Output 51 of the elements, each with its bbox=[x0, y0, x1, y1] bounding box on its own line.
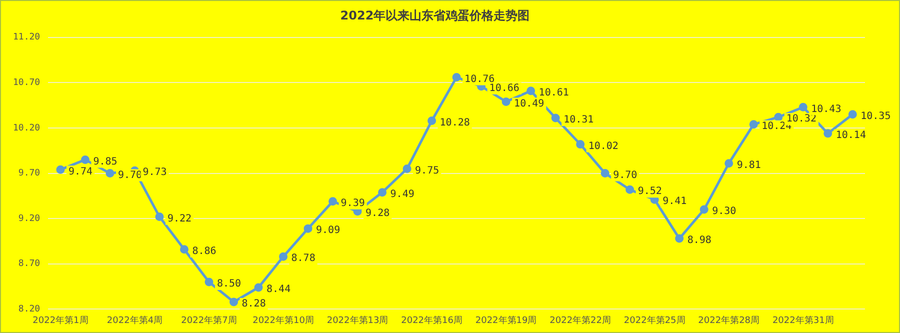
x-tick-label: 2022年第13周 bbox=[326, 314, 388, 326]
data-label: 9.75 bbox=[415, 165, 440, 176]
data-label: 9.28 bbox=[366, 208, 390, 219]
y-tick-label: 9.20 bbox=[18, 214, 40, 224]
y-tick-label: 9.70 bbox=[18, 168, 40, 179]
data-label: 10.61 bbox=[538, 87, 569, 98]
x-tick-label: 2022年第22周 bbox=[550, 314, 611, 326]
data-label: 9.49 bbox=[390, 188, 414, 200]
data-label: 9.70 bbox=[613, 170, 638, 181]
data-label: 9.41 bbox=[662, 196, 687, 208]
x-tick-label: 2022年第28周 bbox=[698, 314, 760, 326]
data-label: 9.52 bbox=[638, 186, 662, 198]
y-tick-label: 8.70 bbox=[18, 259, 40, 270]
x-tick-label: 2022年第1周 bbox=[32, 314, 88, 326]
data-label: 8.50 bbox=[217, 278, 242, 290]
data-label: 10.32 bbox=[786, 114, 816, 125]
data-label: 8.44 bbox=[266, 284, 291, 296]
data-label: 8.98 bbox=[687, 235, 712, 246]
chart-title: 2022年以来山东省鸡蛋价格走势图 bbox=[340, 8, 530, 22]
data-label: 10.28 bbox=[440, 117, 470, 128]
x-tick-label: 2022年第7周 bbox=[181, 314, 237, 326]
x-tick-label: 2022年第19周 bbox=[475, 314, 537, 326]
data-label: 10.14 bbox=[836, 130, 866, 142]
data-label: 10.43 bbox=[811, 104, 842, 115]
y-tick-label: 8.20 bbox=[18, 304, 40, 315]
y-tick-label: 10.70 bbox=[13, 78, 40, 88]
data-label: 9.70 bbox=[118, 170, 142, 181]
data-label: 10.66 bbox=[489, 82, 520, 94]
data-label: 8.28 bbox=[242, 298, 266, 310]
data-label: 10.76 bbox=[464, 74, 495, 85]
data-label: 9.85 bbox=[93, 156, 118, 168]
data-label: 9.73 bbox=[142, 167, 167, 178]
y-tick-label: 11.20 bbox=[13, 32, 40, 43]
data-label: 9.81 bbox=[736, 160, 761, 171]
data-label: 8.78 bbox=[291, 253, 316, 264]
data-label: 10.31 bbox=[564, 114, 594, 126]
x-tick-label: 2022年第10周 bbox=[252, 314, 314, 326]
data-label: 9.30 bbox=[712, 206, 736, 218]
data-label: 10.49 bbox=[514, 98, 544, 110]
data-label: 9.39 bbox=[340, 198, 365, 209]
x-tick-label: 2022年第25周 bbox=[624, 314, 686, 326]
x-tick-label: 2022年第31周 bbox=[772, 314, 834, 326]
x-tick-label: 2022年第4周 bbox=[106, 314, 163, 326]
x-tick-label: 2022年第16周 bbox=[401, 314, 462, 326]
data-label: 10.35 bbox=[860, 111, 891, 122]
data-label: 8.86 bbox=[192, 246, 216, 257]
data-label: 10.02 bbox=[588, 140, 618, 152]
data-label: 9.74 bbox=[68, 166, 93, 178]
data-label: 9.09 bbox=[316, 225, 340, 236]
data-label: 9.22 bbox=[167, 213, 192, 224]
y-tick-label: 10.20 bbox=[13, 123, 40, 134]
